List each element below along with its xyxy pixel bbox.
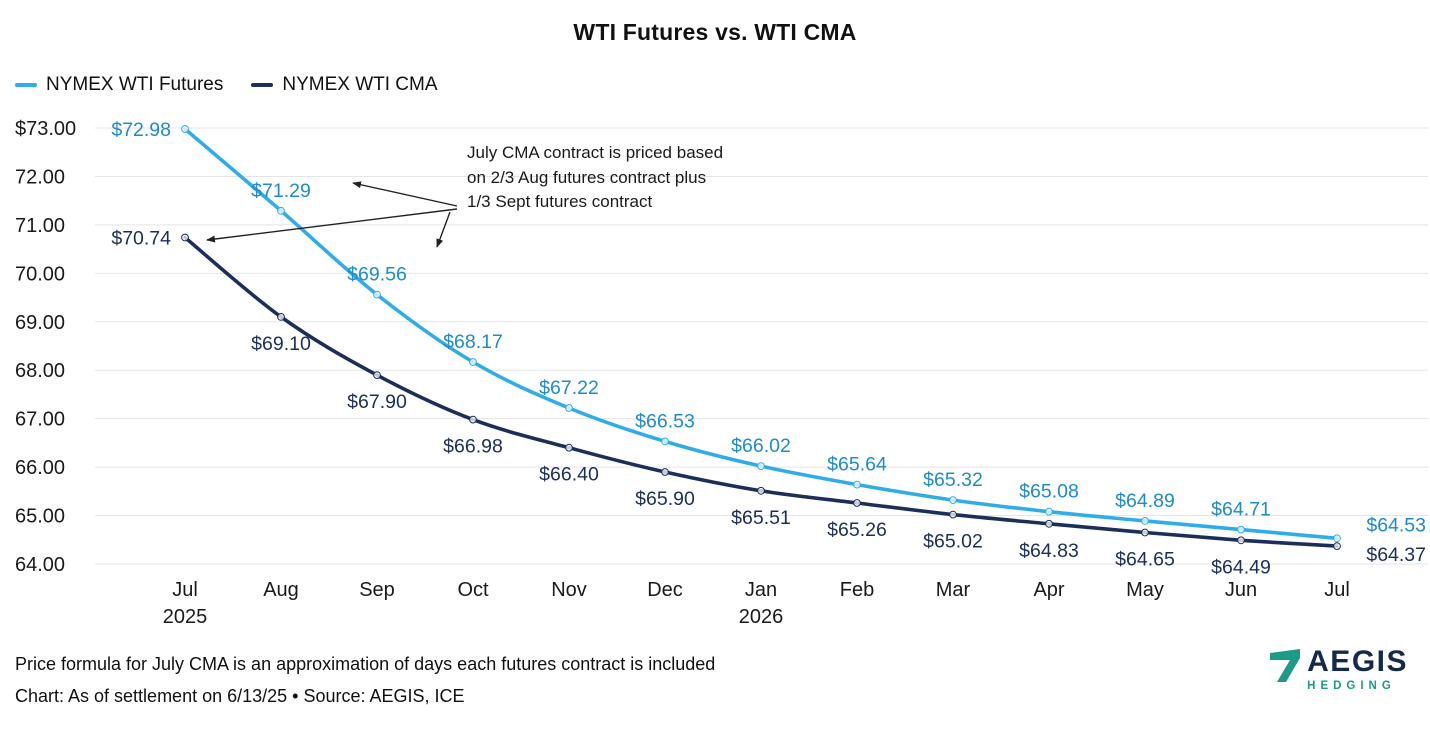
logo-wordmark: AEGIS — [1307, 645, 1408, 678]
svg-text:Dec: Dec — [647, 579, 683, 601]
aegis-logo: AEGIS HEDGING — [1269, 646, 1408, 692]
svg-text:$65.08: $65.08 — [1019, 481, 1079, 503]
source-note: Chart: As of settlement on 6/13/25 • Sou… — [15, 686, 465, 706]
svg-text:$66.98: $66.98 — [443, 436, 503, 458]
logo-text: AEGIS HEDGING — [1307, 645, 1408, 693]
svg-text:$71.29: $71.29 — [251, 180, 311, 202]
annotation-line-1: July CMA contract is priced based — [467, 143, 724, 162]
svg-text:$64.83: $64.83 — [1019, 540, 1079, 562]
svg-text:72.00: 72.00 — [15, 166, 65, 188]
svg-text:$64.49: $64.49 — [1211, 556, 1271, 578]
svg-text:65.00: 65.00 — [15, 506, 65, 528]
svg-text:$66.02: $66.02 — [731, 435, 791, 457]
aegis-logo-mark-icon — [1270, 649, 1301, 682]
svg-text:2025: 2025 — [163, 606, 208, 628]
svg-text:64.00: 64.00 — [15, 554, 65, 576]
svg-text:Jul: Jul — [172, 579, 198, 601]
svg-text:2026: 2026 — [739, 606, 784, 628]
svg-text:$68.17: $68.17 — [443, 331, 503, 353]
svg-text:$72.98: $72.98 — [111, 119, 171, 141]
logo-subtext: HEDGING — [1307, 680, 1396, 692]
svg-text:$69.56: $69.56 — [347, 264, 407, 286]
svg-text:$64.53: $64.53 — [1366, 514, 1426, 536]
legend-item-cma: NYMEX WTI CMA — [251, 74, 438, 96]
svg-text:May: May — [1126, 579, 1164, 601]
svg-text:$65.64: $65.64 — [827, 454, 887, 476]
svg-text:69.00: 69.00 — [15, 312, 65, 334]
svg-text:$65.26: $65.26 — [827, 519, 887, 541]
svg-text:68.00: 68.00 — [15, 360, 65, 382]
annotation-line-3: 1/3 Sept futures contract — [467, 192, 653, 211]
svg-text:$65.90: $65.90 — [635, 488, 695, 510]
svg-text:$65.02: $65.02 — [923, 531, 983, 553]
legend-item-futures: NYMEX WTI Futures — [15, 74, 223, 96]
svg-text:Jun: Jun — [1225, 579, 1257, 601]
svg-text:$64.65: $64.65 — [1115, 549, 1175, 571]
futures-line-swatch — [15, 83, 37, 87]
svg-text:$67.90: $67.90 — [347, 391, 407, 413]
svg-text:$64.71: $64.71 — [1211, 499, 1271, 521]
svg-text:67.00: 67.00 — [15, 409, 65, 431]
svg-text:71.00: 71.00 — [15, 215, 65, 237]
svg-text:$65.32: $65.32 — [923, 469, 983, 491]
annotation-line-2: on 2/3 Aug futures contract plus — [467, 167, 707, 187]
svg-text:$64.37: $64.37 — [1366, 544, 1426, 566]
legend-label-futures: NYMEX WTI Futures — [46, 74, 224, 95]
svg-text:Nov: Nov — [551, 579, 587, 601]
svg-text:Oct: Oct — [457, 579, 489, 601]
svg-text:$69.10: $69.10 — [251, 333, 311, 355]
svg-text:Aug: Aug — [263, 579, 299, 601]
legend-label-cma: NYMEX WTI CMA — [282, 74, 438, 95]
svg-text:70.00: 70.00 — [15, 263, 65, 285]
svg-text:$70.74: $70.74 — [111, 228, 171, 250]
svg-text:Mar: Mar — [936, 579, 971, 601]
svg-text:Jul: Jul — [1324, 579, 1350, 601]
svg-text:$67.22: $67.22 — [539, 377, 599, 399]
svg-text:Feb: Feb — [840, 579, 874, 601]
footer: Price formula for July CMA is an approxi… — [15, 654, 715, 718]
annotation-note: July CMA contract is priced based on 2/3… — [467, 141, 723, 215]
svg-text:66.00: 66.00 — [15, 457, 65, 479]
svg-text:$66.53: $66.53 — [635, 410, 695, 432]
svg-text:$64.89: $64.89 — [1115, 490, 1175, 512]
legend: NYMEX WTI Futures NYMEX WTI CMA — [15, 74, 438, 96]
cma-line-swatch — [251, 83, 274, 87]
svg-text:$73.00: $73.00 — [15, 118, 76, 140]
price-formula-note: Price formula for July CMA is an approxi… — [15, 654, 716, 674]
svg-text:$65.51: $65.51 — [731, 507, 791, 529]
chart-title: WTI Futures vs. WTI CMA — [573, 19, 857, 45]
svg-text:$66.40: $66.40 — [539, 464, 599, 486]
svg-text:Apr: Apr — [1033, 579, 1064, 601]
line-chart: $73.00 72.00 71.00 70.00 69.00 68.00 67.00 66.0… — [15, 118, 1428, 628]
svg-text:Jan: Jan — [745, 579, 777, 601]
svg-text:Sep: Sep — [359, 579, 395, 601]
